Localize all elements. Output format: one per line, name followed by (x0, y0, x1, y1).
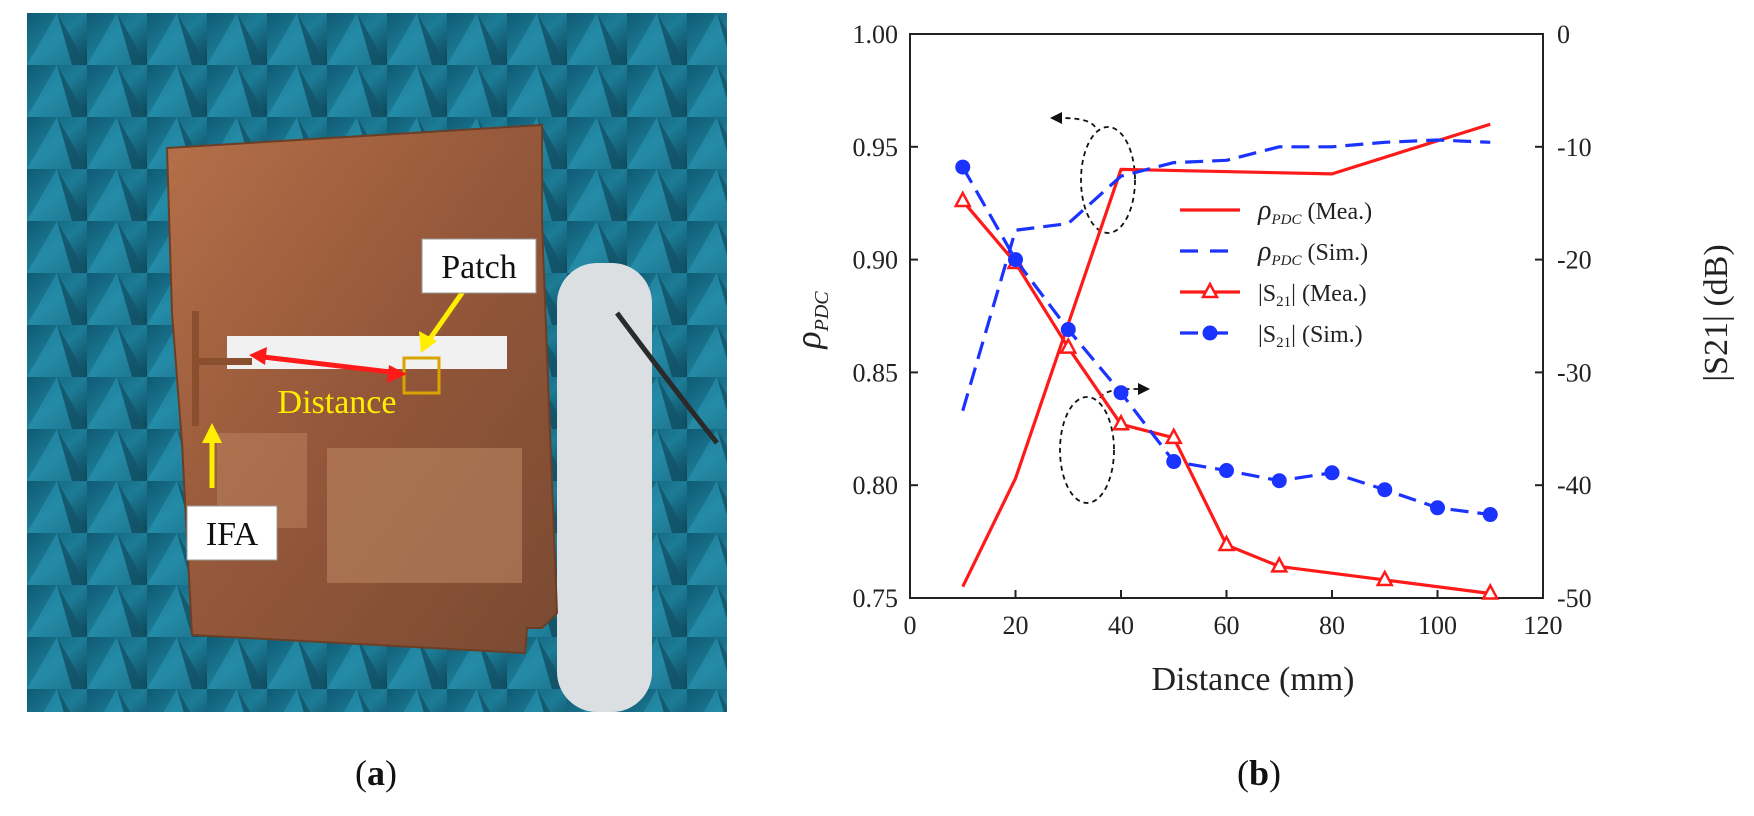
distance-label: Distance (278, 384, 397, 421)
distance-arrow-head (249, 347, 267, 365)
cable (615, 311, 719, 445)
series-point-3 (1060, 322, 1076, 338)
series-point-3 (1008, 252, 1023, 268)
patch-label-box (421, 238, 537, 294)
right-y-tick-label: -40 (1557, 471, 1592, 500)
series-group (953, 122, 1500, 600)
patch-antenna (402, 356, 441, 395)
right-y-tick-label: 0 (1557, 20, 1570, 49)
series-line-1 (961, 138, 1491, 412)
series-point-2 (1217, 534, 1236, 552)
left-axis-label: ρPDC (788, 291, 833, 350)
series-line-3 (961, 166, 1491, 517)
series-point-3 (1271, 473, 1287, 489)
series-point-3 (1324, 465, 1340, 481)
legend-label: |S21| (Sim.) (1258, 322, 1363, 351)
x-tick-label: 100 (1418, 611, 1457, 640)
caption-a: (a) (355, 753, 397, 793)
plot-frame (909, 33, 1544, 599)
series-point-2 (1375, 569, 1394, 587)
left-axis-indicator-arrow (1059, 117, 1096, 128)
left-y-tick-label: 0.90 (853, 246, 899, 275)
right-y-tick-label: -30 (1557, 358, 1592, 387)
x-tick-label: 0 (904, 611, 917, 640)
series-point-2 (1270, 555, 1289, 573)
left-y-tick-label: 1.00 (853, 20, 899, 49)
series-point-3 (1113, 385, 1129, 401)
distance-chart: 0 20 40 60 80 100 120 0.75 0.80 0.85 0.90 0.95 1.00 -… (788, 20, 1735, 698)
x-tick-label: 40 (1108, 611, 1134, 640)
series-point-2 (1164, 427, 1183, 445)
feed-slot (227, 336, 507, 369)
x-tick-label: 80 (1319, 611, 1345, 640)
left-axis-indicator-arrowhead (1050, 112, 1062, 124)
axes-group: 0 20 40 60 80 100 120 0.75 0.80 0.85 0.90 0.95 1.00 -… (788, 20, 1592, 640)
x-tick-label: 20 (1003, 611, 1029, 640)
right-axis-indicator-ellipse (1059, 396, 1115, 504)
series-point-3 (1377, 482, 1393, 498)
distance-arrow-head (387, 365, 407, 383)
series-point-2 (1059, 336, 1078, 354)
x-axis-label: Distance (mm) (1152, 661, 1355, 698)
left-axis-indicator-ellipse (1080, 126, 1136, 234)
right-axis-indicator-arrowhead (1138, 383, 1150, 395)
x-tick-label: 120 (1524, 611, 1563, 640)
left-y-tick-label: 0.80 (853, 471, 899, 500)
series-point-2 (1481, 582, 1500, 600)
annotation-group (1050, 112, 1150, 504)
series-point-3 (1166, 454, 1182, 470)
left-y-tick-label: 0.75 (853, 584, 899, 613)
legend-label: ρPDC (Mea.) (1257, 195, 1372, 228)
patch-pointer-head (419, 331, 437, 353)
support-post (557, 263, 652, 712)
right-y-tick-label: -20 (1557, 246, 1592, 275)
ifa-label-box (186, 505, 278, 561)
caption-b: (b) (1237, 753, 1282, 793)
series-point-3 (1219, 463, 1234, 479)
legend-label: |S21| (Mea.) (1258, 281, 1367, 310)
tape-patch (327, 448, 522, 583)
legend-marker (1202, 325, 1218, 341)
photo-panel: Patch Distance IFA (27, 13, 727, 712)
x-tick-label: 60 (1214, 611, 1240, 640)
ifa-antenna-arm (192, 358, 252, 365)
ifa-pointer-head (202, 423, 222, 443)
left-y-tick-label: 0.95 (853, 133, 899, 162)
measurement-setup-photo: Patch Distance IFA (27, 13, 727, 712)
series-point-3 (1482, 507, 1498, 523)
legend-label: ρPDC (Sim.) (1257, 236, 1368, 269)
distance-arrow (254, 353, 400, 376)
ifa-antenna (192, 311, 199, 426)
legend-marker (1200, 281, 1220, 299)
right-y-tick-label: -50 (1557, 584, 1592, 613)
series-line-0 (961, 122, 1491, 588)
right-y-tick-label: -10 (1557, 133, 1592, 162)
series-point-3 (1430, 500, 1445, 516)
legend: ρPDC (Mea.) ρPDC (Sim.) |S21| (Mea.) |S21| … (1180, 195, 1372, 351)
series-point-2 (953, 190, 972, 208)
series-point-2 (1111, 413, 1131, 431)
chart-panel: 0 20 40 60 80 100 120 0.75 0.80 0.85 0.90 0.95 1.00 -… (760, 0, 1754, 720)
patch-label: Patch (441, 249, 517, 286)
right-axis-label: |S21| (dB) (1698, 244, 1735, 381)
ifa-label: IFA (206, 516, 259, 553)
left-y-tick-label: 0.85 (853, 358, 899, 387)
series-point-3 (955, 159, 971, 175)
